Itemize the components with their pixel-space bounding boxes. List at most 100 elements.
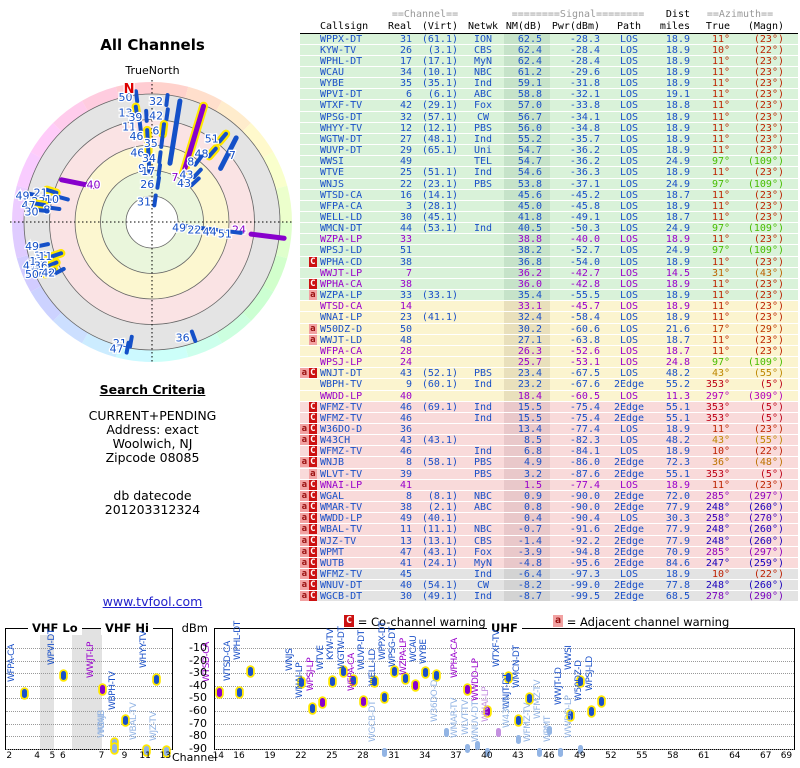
signal-line xyxy=(59,177,99,190)
cell-c4: 33.1 xyxy=(504,301,550,312)
cell-c8: 11° xyxy=(711,111,730,123)
cell-c8: 11° xyxy=(711,122,730,134)
dbm-tick-label: -80 xyxy=(189,729,207,743)
cell-c4: 36.8 xyxy=(504,256,550,268)
polar-plot: 7 7 24 40 50 13 11 39 46 46 9 32 42 6 35 34 17 26 31 51 48 8 4… xyxy=(2,72,302,372)
cell-c9: (23°) xyxy=(753,100,784,112)
cell-c1: 38 xyxy=(399,502,412,514)
cell-c2: (33.1) xyxy=(421,290,458,302)
cell-c8: 11° xyxy=(711,334,730,346)
cell-c5: -50.3 xyxy=(569,223,600,235)
cell-c7: 55.1 xyxy=(665,401,690,413)
cell-c5: -82.3 xyxy=(569,435,600,447)
polar-mark-label: 39 xyxy=(128,111,142,124)
signal-bar-label: WPMT xyxy=(543,715,554,742)
cell-c3 xyxy=(462,424,504,434)
dbm-gridline xyxy=(215,748,794,750)
cell-c2 xyxy=(412,346,462,356)
cell-c9: (29°) xyxy=(753,323,784,335)
polar-mark-label: 13 xyxy=(119,107,133,120)
cell-c1: 17 xyxy=(399,55,412,67)
cell-c4: 62.5 xyxy=(504,33,550,45)
co-channel-badge: C xyxy=(308,278,317,289)
signal-bar xyxy=(330,676,336,686)
co-channel-badge: C xyxy=(308,412,317,423)
cell-c0: WNJS xyxy=(320,178,345,190)
signal-bar-label: WFMZ-TV xyxy=(522,702,533,742)
cell-c7: 24.9 xyxy=(665,178,690,190)
warning-badges: C xyxy=(300,278,318,289)
cell-c8: 97° xyxy=(711,357,730,369)
cell-c7: 18.9 xyxy=(665,78,690,90)
col-path: Path xyxy=(616,20,642,32)
dbm-tick-label: -40 xyxy=(189,678,207,692)
col-true: True xyxy=(705,20,730,32)
table-row: a C W36DO-D 36 13.4 -77.4 LOS 18.9 11° (23°) xyxy=(300,423,798,436)
cell-c4: 0.9 xyxy=(504,490,550,502)
table-row: a C WNUV-DT 40 (54.1) CW -8.2 -99.0 2Edge 77.8 248… xyxy=(300,580,798,592)
cell-c4: 45.6 xyxy=(504,189,550,201)
co-channel-badge: C xyxy=(308,368,317,379)
azimuth-sector xyxy=(185,332,222,358)
signal-mark xyxy=(228,229,243,235)
cell-c3: Ind xyxy=(473,446,493,458)
polar-mark-label: 35 xyxy=(144,137,158,150)
cell-c4: -3.9 xyxy=(504,546,550,558)
cell-c8: 11° xyxy=(711,345,730,357)
polar-mark-label: 46 xyxy=(129,130,143,143)
azimuth-sector xyxy=(216,312,251,344)
signal-bar xyxy=(557,748,563,758)
signal-bar-label: WPSG-DT xyxy=(388,627,399,668)
cell-c7: 30.3 xyxy=(665,513,690,525)
dbm-tick-label: -10 xyxy=(189,641,207,654)
channel-axis-title: Channel xyxy=(172,751,218,764)
table-row: WTXF-TV 42 (29.1) Fox 57.0 -33.8 LOS 18.8 11° (23… xyxy=(300,100,798,112)
cell-c6: LOS xyxy=(619,156,639,168)
polar-mark-label: 36 xyxy=(176,331,190,344)
cell-c4: 32.4 xyxy=(504,312,550,323)
cell-c8: 248° xyxy=(705,580,730,592)
cell-c7: 18.9 xyxy=(665,278,690,290)
cell-c7: 24.9 xyxy=(665,245,690,257)
cell-c9: (23°) xyxy=(753,122,784,134)
cell-c3 xyxy=(462,212,504,222)
cell-c6: 2Edge xyxy=(613,546,645,558)
cell-c7: 24.9 xyxy=(665,156,690,168)
cell-c7: 77.9 xyxy=(665,502,690,514)
cell-c6: 2Edge xyxy=(613,502,645,514)
adjacent-channel-badge: a xyxy=(300,580,309,591)
signal-mark xyxy=(47,205,62,211)
cell-c2: (17.1) xyxy=(421,55,458,67)
warning-badges xyxy=(300,312,318,322)
cell-c5: -55.5 xyxy=(569,290,600,302)
cell-c4: 18.4 xyxy=(504,390,550,402)
cell-c2: (2.1) xyxy=(427,502,458,514)
cell-c0: WPHA-CD xyxy=(320,256,363,268)
cell-c5: -87.6 xyxy=(569,468,600,480)
signal-bar xyxy=(464,684,470,694)
cell-c3 xyxy=(462,268,504,278)
cell-c9: (270°) xyxy=(747,513,784,525)
cell-c4: -8.2 xyxy=(504,580,550,591)
cell-c4: 56.0 xyxy=(504,122,550,134)
cell-c1: 47 xyxy=(399,546,412,558)
cell-c4: 30.2 xyxy=(504,323,550,335)
polar-mark-label: 49 xyxy=(172,222,186,235)
cell-c3: NBC xyxy=(473,524,493,536)
cell-c4: 54.6 xyxy=(504,167,550,178)
signal-bar-label: WNAI-LP xyxy=(295,662,306,698)
cell-c1: 22 xyxy=(399,178,412,190)
cell-c1: 51 xyxy=(399,245,412,257)
signal-bar-label: WJZ-TV xyxy=(149,711,160,741)
cell-c6: LOS xyxy=(619,111,639,123)
cell-c2: (52.1) xyxy=(421,368,458,380)
cell-c9: (23°) xyxy=(753,212,784,223)
site-link-wrap: www.tvfool.com xyxy=(0,591,305,610)
tvfool-link[interactable]: www.tvfool.com xyxy=(102,594,203,609)
table-row: WNJS 22 (23.1) PBS 53.8 -37.1 LOS 24.9 97° (109°) xyxy=(300,178,798,190)
cell-c3 xyxy=(462,257,504,267)
dbm-gridline xyxy=(6,685,172,687)
table-row: a C WUTB 41 (24.1) MyN -4.8 -95.6 2Edge 84.6 247° (… xyxy=(300,557,798,569)
cell-c4: 62.4 xyxy=(504,55,550,67)
cell-c3: MyN xyxy=(473,55,493,67)
